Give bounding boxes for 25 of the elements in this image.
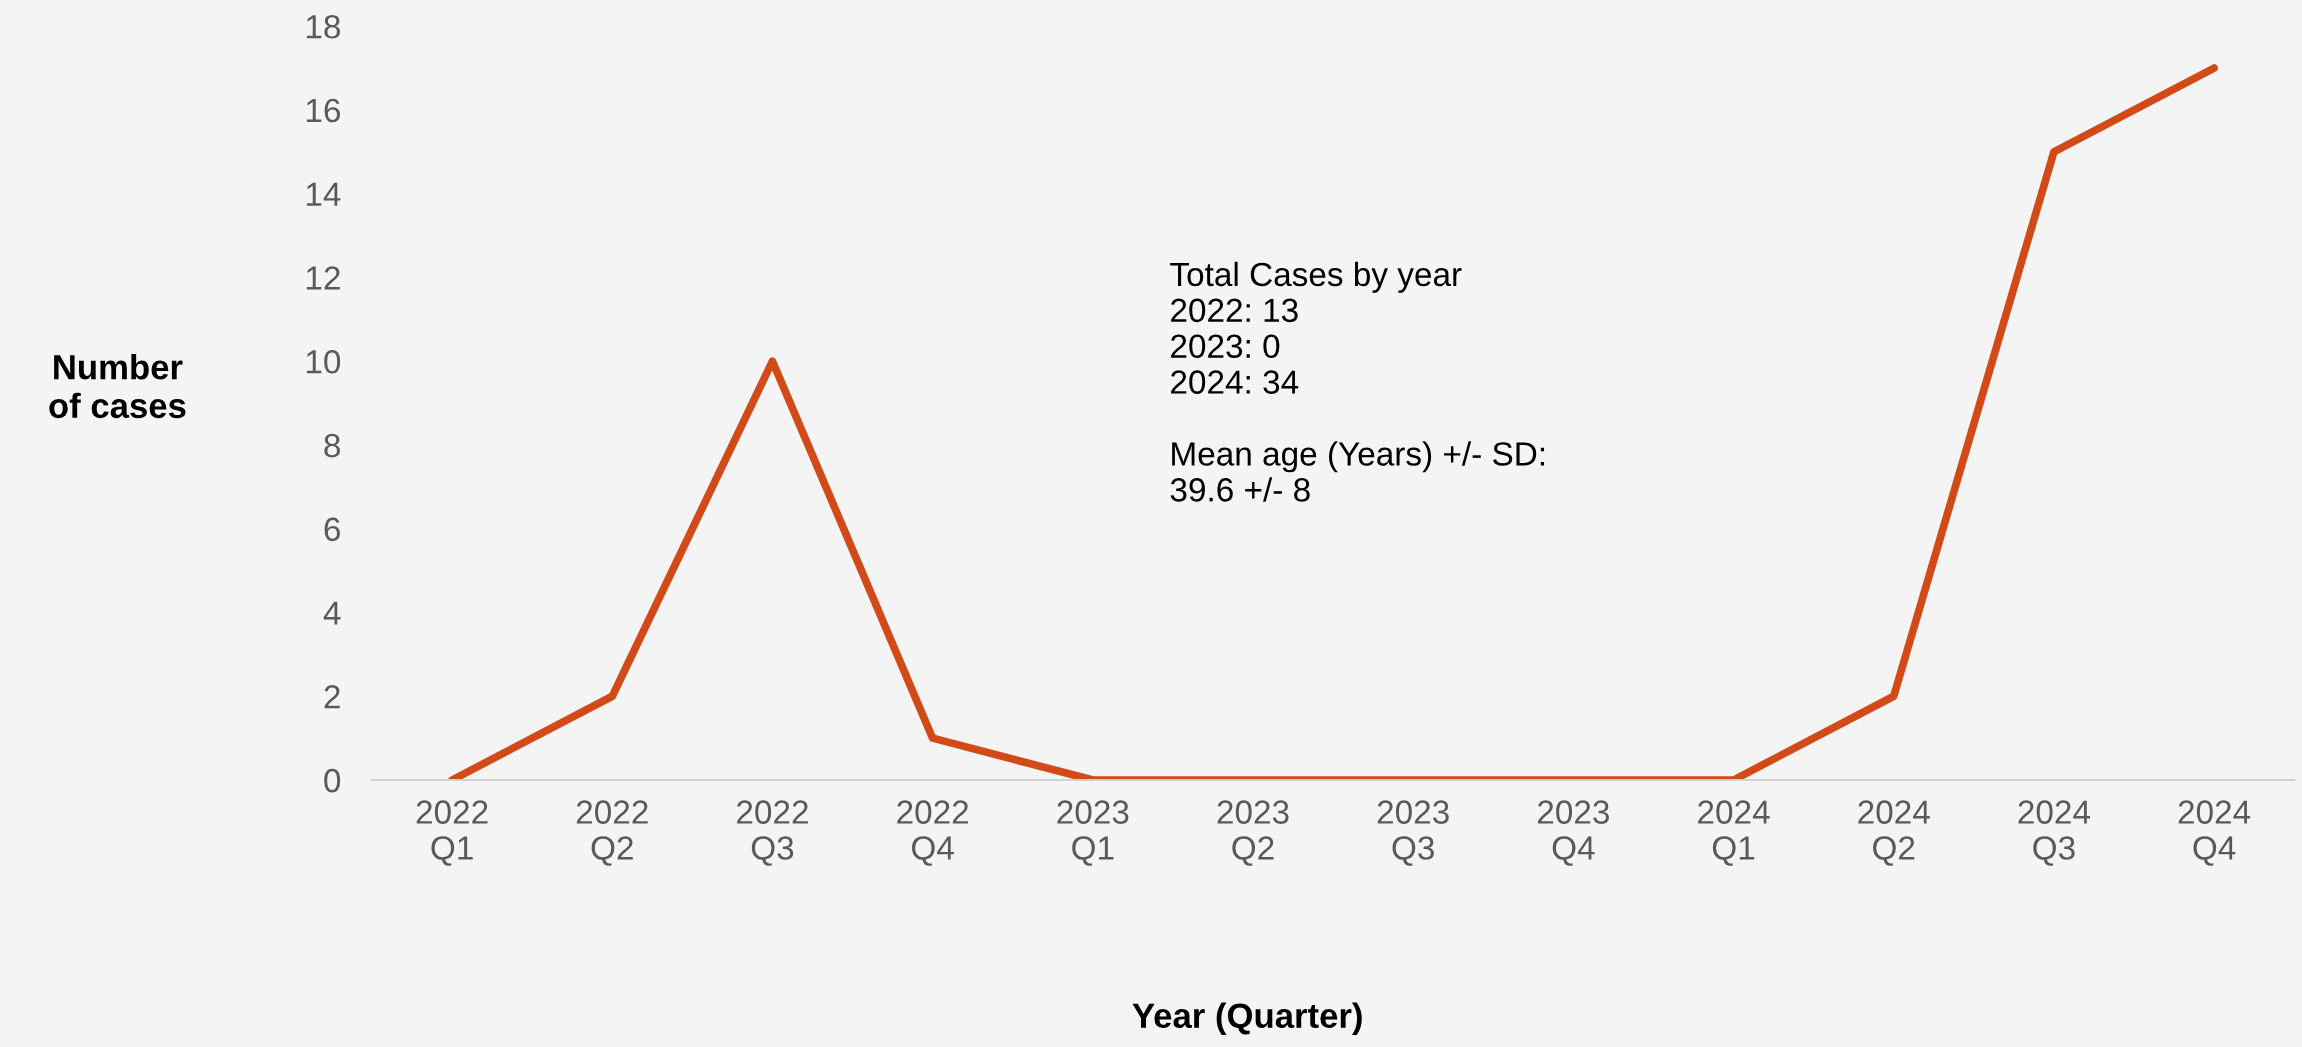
y-tick-label: 12 xyxy=(306,266,340,290)
y-tick-label: 0 xyxy=(324,768,341,793)
y-tick-label: 16 xyxy=(306,98,340,123)
text: Total Cases by year 2022: 13 2023: 0 2024: 34 Mean age (Years) +/- SD: 39.6 +/- 8 xyxy=(1170,261,1545,502)
x-tick-label: 2024 Q2 xyxy=(1858,800,1930,866)
y-tick-label: 10 xyxy=(306,350,341,374)
x-tick-label: 2024 Q4 xyxy=(2178,800,2251,866)
x-axis-title: Year (Quarter) xyxy=(1132,1002,1362,1035)
x-tick-label: 2024 Q3 xyxy=(2018,800,2091,866)
x-tick-label: 2022 Q3 xyxy=(737,800,808,866)
y-tick-label: 14 xyxy=(306,182,341,206)
x-tick-label: 2022 Q4 xyxy=(897,800,969,866)
y-axis-title: Number of cases xyxy=(49,353,186,419)
y-tick-label: 18 xyxy=(306,14,340,39)
y-tick-label: 8 xyxy=(324,433,340,458)
y-tick-label: 2 xyxy=(324,685,340,709)
x-tick-label: 2023 Q3 xyxy=(1377,800,1449,866)
y-tick-label: 4 xyxy=(323,601,341,625)
y-tick-label: 6 xyxy=(324,517,340,542)
x-tick-label: 2022 Q1 xyxy=(416,800,488,866)
x-tick-label: 2024 Q1 xyxy=(1698,800,1770,866)
x-tick-label: 2022 Q2 xyxy=(576,800,648,866)
x-tick-label: 2023 Q2 xyxy=(1217,800,1289,866)
x-tick-label: 2023 Q4 xyxy=(1537,800,1609,866)
x-tick-label: 2023 Q1 xyxy=(1057,800,1129,866)
